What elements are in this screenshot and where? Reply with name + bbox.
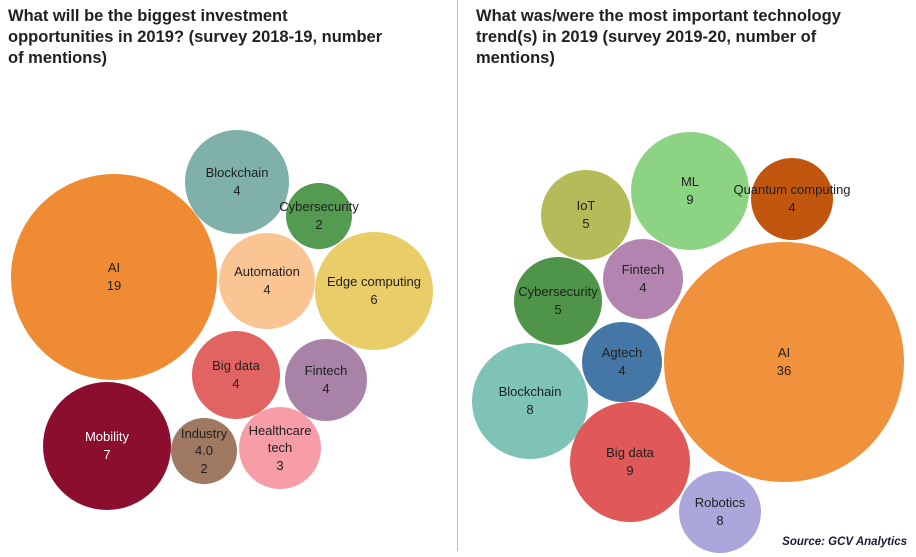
bubble-text-line: Fintech [304,363,348,379]
bubble-text-line: Big data [606,445,654,461]
bubble-big-data: Big data 9 [570,402,690,522]
bubble-text-line: 3 [276,457,284,473]
bubble-edge-computing: Edge computing 6 [315,232,433,350]
bubble-text-line: AI [107,260,121,276]
bubble-text-line: 36 [776,363,792,378]
bubble-text-line: IoT [576,198,596,214]
bubble-text-line: 5 [582,216,590,231]
bubble-text-line: Automation [234,264,300,280]
right-chart-title: What was/were the most important technol… [476,7,841,67]
bubble-ai: AI 36 [664,242,904,482]
bubble-text-line: Industry [180,425,228,441]
bubble-text-line: 6 [370,292,378,307]
bubble-text-line: 5 [554,302,562,317]
bubble-robotics: Robotics 8 [679,471,761,553]
bubble-fintech: Fintech 4 [285,339,367,421]
bubble-text-line: 9 [686,192,694,207]
bubble-industry-4-0: Industry 4.0 2 [171,418,237,484]
bubble-text-line: Big data [212,358,260,374]
bubble-text-line: 4.0 [194,443,214,459]
bubble-text-line: Cybersecurity [518,284,598,300]
bubble-text-line: 19 [106,278,122,293]
bubble-text-line: 4 [322,381,330,396]
bubble-text-line: Blockchain [205,165,269,181]
bubble-text-line: 8 [526,402,534,417]
bubble-text-line: 4 [618,363,626,378]
bubble-text-line: 4 [233,183,241,198]
left-chart-title: What will be the biggest investment oppo… [8,7,383,67]
bubble-fintech: Fintech 4 [603,239,683,319]
bubble-text-line: 2 [200,460,208,476]
bubble-text-line: 9 [626,463,634,478]
bubble-healthcare-tech: Healthcare tech 3 [239,407,321,489]
bubble-text-line: 4 [788,200,796,215]
bubble-text-line: Mobility [84,429,130,445]
bubble-text-line: Blockchain [498,384,562,400]
bubble-text-line: Edge computing [327,274,421,290]
bubble-blockchain: Blockchain 4 [185,130,289,234]
bubble-text-line: Robotics [694,495,746,511]
bubble-quantum-computing: Quantum computing 4 [733,158,851,240]
bubble-agtech: Agtech 4 [582,322,662,402]
bubble-automation: Automation 4 [219,233,315,329]
bubble-cybersecurity: Cybersecurity 5 [514,257,602,345]
bubble-text-line: ML [680,174,700,190]
source-attribution: Source: GCV Analytics [782,536,907,548]
bubble-text-line: tech [267,440,293,456]
bubble-blockchain: Blockchain 8 [472,343,588,459]
bubble-big-data: Big data 4 [192,331,280,419]
bubble-text-line: 7 [103,447,111,462]
bubble-text-line: Healthcare [248,422,312,438]
bubble-text-line: 4 [232,376,240,391]
bubble-text-line: 4 [263,282,271,297]
bubble-mobility: Mobility 7 [43,382,171,510]
bubble-ai: AI 19 [11,174,217,380]
bubble-text-line: Agtech [601,345,643,361]
panel-divider [457,0,458,551]
bubble-cybersecurity: Cybersecurity 2 [279,183,359,249]
bubble-text-line: Cybersecurity [279,199,359,215]
bubble-text-line: 2 [315,217,323,232]
bubble-text-line: AI [777,345,791,361]
bubble-ml: ML 9 [631,132,749,250]
bubble-text-line: 8 [716,513,724,528]
bubble-text-line: Quantum computing [733,182,851,198]
bubble-iot: IoT 5 [541,170,631,260]
bubble-text-line: 4 [639,280,647,295]
bubble-text-line: Fintech [621,262,665,278]
